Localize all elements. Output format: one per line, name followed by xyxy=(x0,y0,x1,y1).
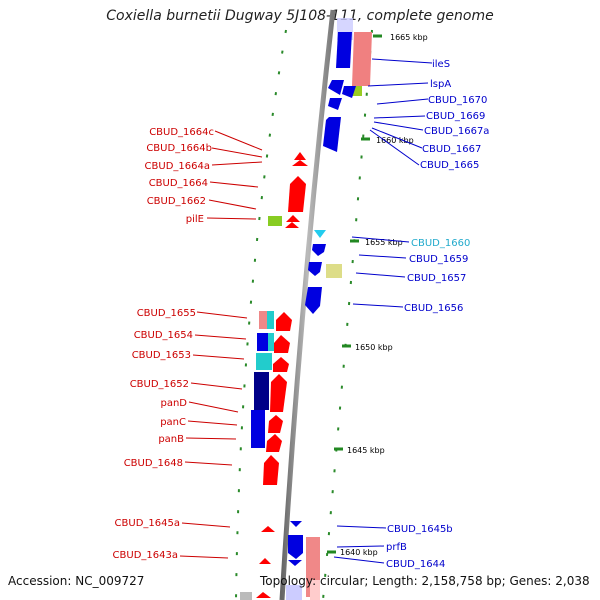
gene-label: CBUD_1660 xyxy=(411,238,470,249)
gene-label: CBUD_1648 xyxy=(124,458,183,469)
forward-gene xyxy=(256,592,271,598)
forward-gene xyxy=(268,415,283,433)
cyan-gene xyxy=(314,230,326,238)
right-gene-labels: ileS lspA CBUD_1670 CBUD_1669 CBUD_1667a… xyxy=(386,59,489,570)
gene-label: CBUD_1664 xyxy=(149,178,208,189)
forward-gene xyxy=(266,434,282,452)
forward-gene xyxy=(261,526,275,532)
gene-label: CBUD_1664b xyxy=(146,143,212,154)
gene-label: CBUD_1670 xyxy=(428,95,487,106)
tick-label: 1640 kbp xyxy=(340,548,378,557)
reverse-gene xyxy=(323,117,341,152)
forward-gene xyxy=(294,152,306,160)
gene-label: CBUD_1659 xyxy=(409,254,468,265)
forward-gene xyxy=(352,32,372,86)
forward-gene xyxy=(270,374,287,412)
cyan-gene xyxy=(267,311,274,329)
gene-label: CBUD_1654 xyxy=(134,330,193,341)
gene-label: CBUD_1662 xyxy=(147,196,206,207)
reverse-gene xyxy=(257,333,269,351)
gene-label: prfB xyxy=(386,542,407,553)
tick-label: 1660 kbp xyxy=(376,136,414,145)
gene-label: CBUD_1645a xyxy=(115,518,180,529)
forward-gene xyxy=(274,335,290,353)
reverse-gene xyxy=(286,585,302,600)
grey-gene xyxy=(240,592,252,600)
green-gene xyxy=(268,216,282,226)
forward-gene xyxy=(286,215,300,222)
right-gene-features-top xyxy=(323,32,372,152)
forward-gene xyxy=(288,176,306,212)
topology-label: Topology: circular; Length: 2,158,758 bp… xyxy=(260,574,590,588)
yellow-gene xyxy=(326,264,342,278)
gene-label: CBUD_1664c xyxy=(149,127,214,138)
gene-label: CBUD_1644 xyxy=(386,559,445,570)
gene-label: CBUD_1664a xyxy=(145,161,210,172)
reverse-gene xyxy=(290,521,302,527)
cyan-gene xyxy=(268,333,274,351)
left-gene-labels: CBUD_1664c CBUD_1664b CBUD_1664a CBUD_16… xyxy=(113,127,214,561)
reverse-gene xyxy=(251,410,265,448)
forward-gene xyxy=(276,312,292,331)
reverse-gene xyxy=(288,560,302,566)
gene-label: CBUD_1657 xyxy=(407,273,466,284)
tick-label: 1655 kbp xyxy=(365,238,403,247)
forward-gene xyxy=(263,455,279,485)
right-gene-features-mid xyxy=(305,230,342,314)
forward-gene xyxy=(259,558,271,564)
genome-backbone xyxy=(279,9,336,600)
forward-gene xyxy=(285,222,299,228)
gene-label: CBUD_1669 xyxy=(426,111,485,122)
left-leader-lines xyxy=(179,130,263,559)
reverse-gene xyxy=(308,262,322,276)
navy-gene xyxy=(254,372,269,410)
gene-label: pilE xyxy=(186,214,204,225)
tick-label: 1650 kbp xyxy=(355,343,393,352)
gene-label: CBUD_1655 xyxy=(137,308,196,319)
gene-label: CBUD_1667 xyxy=(422,144,481,155)
right-leader-lines xyxy=(333,58,433,564)
gene-label: ileS xyxy=(432,59,450,70)
reverse-gene xyxy=(336,32,352,68)
reverse-gene xyxy=(328,98,342,110)
gene-label: CBUD_1645b xyxy=(387,524,453,535)
green-gene xyxy=(349,86,362,96)
pink-gene-shade xyxy=(310,580,320,600)
gene-label: panD xyxy=(160,398,187,409)
reverse-gene xyxy=(312,244,326,256)
gene-label: CBUD_1643a xyxy=(113,550,178,561)
reverse-gene xyxy=(305,287,322,314)
bottom-gene-features xyxy=(240,521,320,600)
gene-label: lspA xyxy=(430,79,451,90)
accession-label: Accession: NC_009727 xyxy=(8,574,145,588)
pink-gene xyxy=(259,311,268,329)
reverse-gene xyxy=(328,80,344,95)
gene-label: CBUD_1652 xyxy=(130,379,189,390)
gene-label: panC xyxy=(160,417,186,428)
reverse-gene xyxy=(342,86,356,98)
gene-label: panB xyxy=(158,434,184,445)
left-gene-features-bottom xyxy=(251,311,292,485)
tick-label: 1645 kbp xyxy=(347,446,385,455)
gene-label: CBUD_1665 xyxy=(420,160,479,171)
cyan-gene xyxy=(256,353,272,370)
tick-label: 1665 kbp xyxy=(390,33,428,42)
gene-label: CBUD_1656 xyxy=(404,303,463,314)
reverse-gene xyxy=(288,535,303,559)
forward-gene xyxy=(292,160,308,166)
left-gene-features-top xyxy=(268,152,308,228)
gene-label: CBUD_1667a xyxy=(424,126,489,137)
genome-title: Coxiella burnetii Dugway 5J108-111, comp… xyxy=(106,8,494,24)
tick-marks xyxy=(327,34,382,554)
forward-gene xyxy=(273,357,289,372)
gene-label: CBUD_1653 xyxy=(132,350,191,361)
